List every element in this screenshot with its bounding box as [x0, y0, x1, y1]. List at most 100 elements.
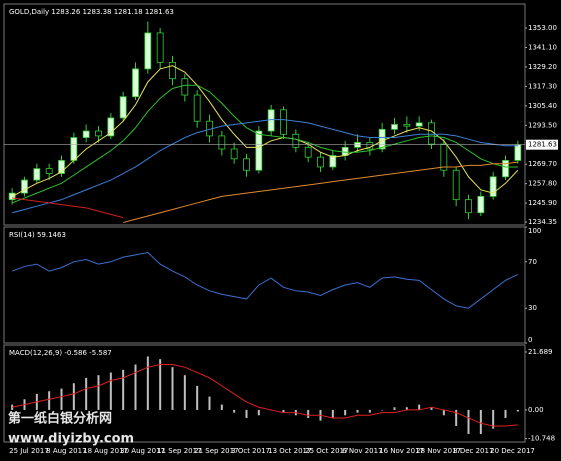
candle-body — [502, 160, 509, 178]
x-tick-label: 18 Aug 2017 — [83, 447, 128, 455]
y-tick-label: 1293.50 — [528, 121, 557, 129]
y-tick-label: 1257.80 — [528, 180, 557, 188]
candle-body — [489, 176, 497, 197]
histogram-bar — [356, 409, 359, 413]
candle-body — [58, 160, 65, 174]
candle-body — [428, 122, 435, 145]
candle-body — [156, 32, 164, 63]
histogram-bar — [368, 409, 371, 413]
candle-body — [107, 117, 115, 137]
candle-body — [218, 135, 226, 150]
candle-body — [514, 144, 522, 161]
x-tick-label: 25 Oct 2017 — [305, 447, 348, 455]
panel-title: RSI(14) 59.1463 — [9, 231, 66, 239]
y-tick-label: 30 — [528, 304, 537, 312]
y-tick-label: 1245.90 — [528, 199, 557, 207]
candle-body — [415, 122, 423, 127]
histogram-bar — [479, 409, 482, 434]
watermark: www.diyizby.com — [8, 432, 134, 447]
last-price-label: 1281.63 — [528, 141, 557, 149]
candle-body — [243, 158, 250, 171]
macd-panel — [3, 344, 526, 443]
histogram-bar — [171, 367, 174, 410]
histogram-bar — [516, 409, 519, 412]
histogram-bar — [381, 409, 384, 411]
histogram-bar — [122, 369, 125, 410]
rsi-panel — [3, 226, 526, 344]
candle-body — [440, 143, 448, 171]
histogram-bar — [307, 409, 310, 418]
y-tick-label: 1269.70 — [528, 160, 557, 168]
x-tick-label: 8 Aug 2017 — [46, 447, 86, 455]
indicator-line — [11, 84, 518, 204]
x-tick-label: 30 Aug 2017 — [120, 447, 165, 455]
y-tick-label: 0 — [528, 336, 532, 344]
histogram-bar — [208, 396, 211, 410]
x-tick-label: 16 Nov 2017 — [379, 447, 424, 455]
y-tick-label: 100 — [528, 227, 541, 235]
x-tick-label: 6 Nov 2017 — [342, 447, 382, 455]
histogram-bar — [183, 375, 186, 410]
histogram-bar — [467, 409, 470, 434]
x-tick-label: 13 Oct 2017 — [268, 447, 311, 455]
x-tick-label: 28 Nov 2017 — [416, 447, 461, 455]
x-tick-label: 20 Dec 2017 — [490, 447, 535, 455]
indicator-line — [12, 119, 518, 214]
histogram-bar — [393, 407, 396, 410]
histogram-bar — [85, 377, 88, 410]
watermark: 第一纸白银分析网 — [8, 411, 112, 427]
histogram-bar — [220, 404, 223, 410]
panel-title: GOLD,Daily 1283.26 1283.38 1281.18 1281.… — [9, 8, 174, 16]
histogram-bar — [442, 409, 445, 416]
candle-body — [169, 61, 176, 80]
candle-body — [292, 133, 300, 148]
plot-layer: 1234.35 1245.90 1257.80 1269.70 1293.50 1305.… — [4, 8, 558, 455]
candle-body — [280, 109, 287, 135]
histogram-bar — [60, 388, 63, 410]
histogram-bar — [233, 409, 236, 413]
histogram-bar — [331, 409, 334, 418]
candle-body — [317, 156, 324, 168]
x-tick-label: 8 Dec 2017 — [453, 447, 493, 455]
histogram-bar — [455, 409, 458, 426]
y-tick-label: -10.748 — [528, 435, 555, 443]
candle-body — [452, 169, 460, 201]
histogram-bar — [48, 391, 51, 410]
indicator-line — [11, 65, 519, 197]
y-tick-label: 0.00 — [528, 406, 544, 414]
histogram-bar — [492, 409, 495, 429]
candle-body — [267, 109, 275, 132]
candle-body — [132, 68, 139, 98]
candle-body — [82, 130, 90, 138]
histogram-bar — [418, 404, 421, 410]
y-tick-label: 70 — [528, 258, 537, 266]
histogram-bar — [146, 356, 149, 410]
histogram-bar — [134, 364, 137, 410]
candle-body — [255, 130, 263, 171]
candle-body — [95, 130, 102, 137]
panel-title: MACD(12,26,9) -0.586 -5.587 — [9, 349, 112, 357]
histogram-bar — [282, 409, 285, 413]
indicator-line — [11, 251, 519, 309]
y-tick-label: 1317.30 — [528, 82, 557, 90]
y-tick-label: 1353.00 — [528, 24, 557, 32]
histogram-bar — [430, 407, 433, 410]
candle-body — [119, 96, 127, 119]
main-panel — [3, 3, 526, 226]
histogram-bar — [257, 409, 260, 416]
histogram-bar — [245, 409, 248, 418]
indicator-line — [123, 161, 518, 224]
candle-body — [21, 179, 28, 194]
candle-body — [33, 168, 41, 181]
candle-body — [304, 146, 312, 158]
histogram-bar — [72, 383, 75, 410]
indicator-line — [12, 197, 124, 219]
histogram-bar — [109, 372, 112, 410]
indicator-line — [12, 364, 518, 427]
candle-body — [391, 124, 398, 130]
y-tick-label: 1234.35 — [528, 218, 557, 226]
candle-body — [70, 137, 78, 161]
candle-body — [403, 124, 411, 127]
